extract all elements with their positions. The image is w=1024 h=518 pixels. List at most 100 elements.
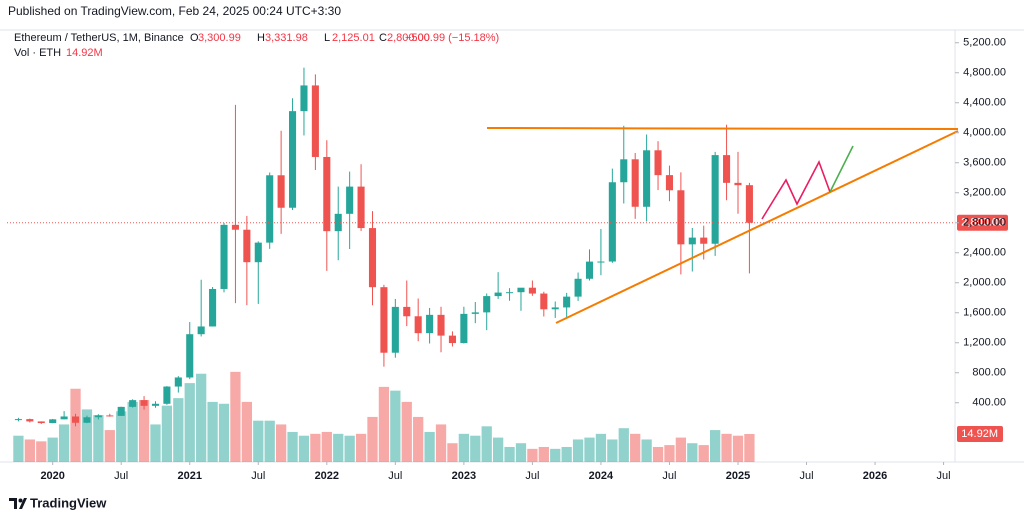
resistance-line	[486, 127, 959, 130]
support-trendline	[555, 130, 959, 324]
volume-bar	[116, 411, 127, 462]
y-tick-label: 4,400.00	[963, 97, 1006, 109]
candle-body	[483, 296, 491, 313]
candle-body	[220, 224, 228, 289]
volume-bar	[104, 430, 115, 462]
candle-body	[391, 306, 399, 353]
candle-body	[631, 159, 639, 207]
candle-body	[117, 406, 125, 416]
overlay-layer: 2,800.00 14.92M	[7, 214, 1008, 442]
candle-body	[186, 334, 194, 378]
volume-title: Vol · ETH	[14, 47, 61, 59]
candle-body	[494, 292, 502, 297]
candle-body	[665, 175, 673, 191]
candle-body	[357, 186, 365, 229]
ohlc-value: 3,331.98	[265, 32, 308, 44]
volume-bar	[24, 439, 35, 462]
volume-bar	[561, 446, 572, 462]
candle-body	[471, 312, 479, 314]
volume-bar	[618, 428, 629, 462]
volume-bar	[424, 431, 435, 462]
candle-body	[26, 419, 34, 422]
candle-body	[83, 417, 91, 423]
volume-bar	[298, 435, 310, 462]
candle-body	[654, 150, 662, 176]
candle-body	[448, 335, 456, 344]
candle-body	[723, 155, 731, 183]
y-tick-label: 1,200.00	[963, 337, 1006, 349]
last-volume-box	[957, 425, 1003, 442]
volume-bar	[492, 437, 504, 462]
last-price-box	[957, 214, 1008, 231]
x-tick-label: Jul	[114, 470, 128, 482]
volume-bar	[13, 435, 24, 462]
y-tick-label: 800.00	[972, 367, 1006, 379]
volume-bar	[287, 431, 298, 462]
candle-body	[540, 293, 548, 310]
candle-body	[643, 150, 651, 207]
y-tick-label: 2,400.00	[963, 247, 1006, 259]
candle-body	[563, 296, 571, 308]
x-tick-label: 2023	[452, 470, 476, 482]
candle-body	[700, 237, 708, 244]
volume-bar	[698, 445, 709, 462]
candle-body	[300, 85, 308, 112]
volume-bar	[241, 401, 252, 462]
volume-bar	[664, 445, 675, 462]
candle-body	[711, 155, 719, 244]
volume-bar	[81, 409, 93, 462]
candle-body	[426, 314, 434, 334]
candle-body	[277, 175, 285, 208]
candle-body	[37, 421, 45, 424]
y-tick-label: 1,600.00	[963, 307, 1006, 319]
candle-body	[528, 287, 536, 294]
volume-bar	[150, 424, 161, 462]
candle-body	[129, 400, 137, 407]
volume-bar	[584, 437, 595, 462]
x-tick-label: Jul	[662, 470, 676, 482]
volume-layer	[13, 371, 755, 462]
ohlc-value: 3,300.99	[198, 32, 241, 44]
volume-bar	[687, 443, 698, 462]
x-tick-label: 2021	[178, 470, 202, 482]
volume-bar	[264, 420, 275, 462]
last-price-label: 2,800.00	[961, 217, 1004, 229]
volume-bar	[595, 433, 607, 462]
volume-bar	[732, 435, 744, 462]
published-note: Published on TradingView.com, Feb 24, 20…	[8, 4, 341, 18]
volume-bar	[321, 431, 332, 462]
candle-body	[209, 288, 217, 327]
x-tick-label: 2025	[726, 470, 750, 482]
x-tick-label: 2024	[589, 470, 614, 482]
volume-bar	[721, 433, 732, 462]
x-tick-label: 2022	[315, 470, 339, 482]
volume-bar	[196, 373, 207, 462]
volume-bar	[390, 390, 401, 462]
volume-bar	[413, 416, 424, 462]
candle-body	[231, 224, 239, 230]
candle-body	[323, 156, 331, 232]
y-tick-label: 4,800.00	[963, 67, 1006, 79]
y-tick-label: 2,800.00	[963, 217, 1006, 229]
candle-body	[49, 419, 57, 424]
y-tick-label: 3,200.00	[963, 187, 1006, 199]
candle-body	[677, 190, 685, 245]
x-tick-label: Jul	[799, 470, 813, 482]
symbol-title: Ethereum / TetherUS, 1M, Binance	[14, 32, 184, 44]
volume-bar	[515, 443, 527, 462]
x-tick-label: Jul	[251, 470, 265, 482]
candle-body	[517, 287, 525, 293]
projection-path	[761, 160, 831, 220]
volume-bar	[253, 420, 264, 462]
volume-bar	[458, 433, 470, 462]
volume-legend: 14.92M	[66, 47, 103, 59]
volume-bar	[161, 405, 173, 462]
volume-bar	[218, 403, 230, 462]
volume-bar	[333, 433, 344, 462]
x-tick-label: Jul	[525, 470, 539, 482]
volume-bar	[447, 443, 458, 462]
y-tick-label: 4,000.00	[963, 127, 1006, 139]
volume-bar	[378, 386, 390, 462]
candle-body	[163, 386, 171, 404]
volume-bar	[184, 383, 195, 462]
